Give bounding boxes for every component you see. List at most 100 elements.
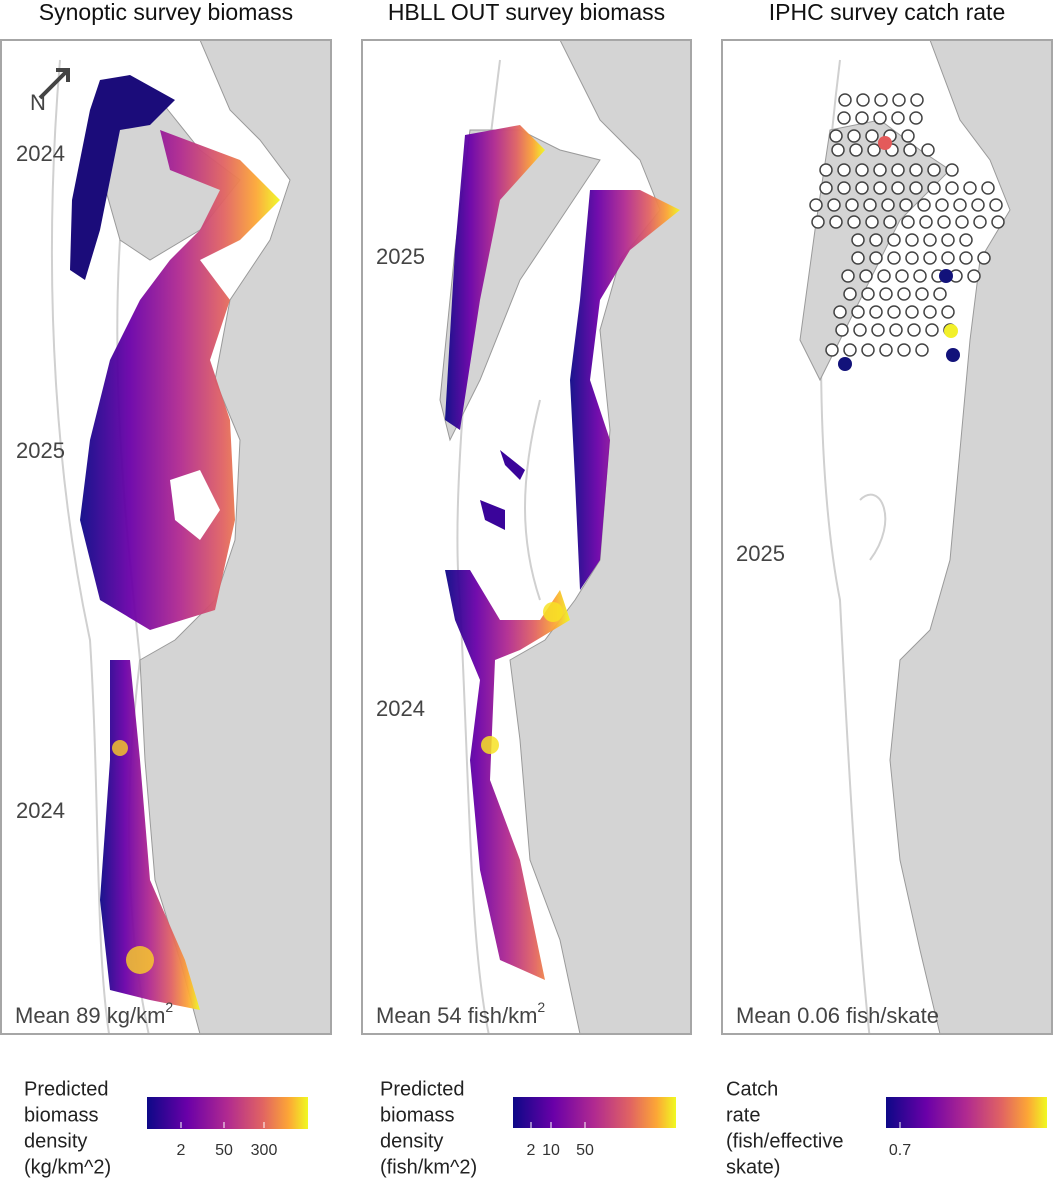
year-label: 2025 [16, 438, 65, 463]
station [829, 129, 843, 143]
station [909, 163, 923, 177]
map-panel-1 [38, 40, 331, 1034]
station [873, 163, 887, 177]
station [871, 323, 885, 337]
legend-tick-label: 50 [215, 1142, 233, 1159]
map-panel-2 [439, 40, 691, 1034]
panel-frame [0, 39, 332, 1035]
station [865, 215, 879, 229]
station [825, 343, 839, 357]
station [847, 129, 861, 143]
station [959, 251, 973, 265]
mean-label: Mean 89 kg/km2 [15, 999, 173, 1028]
mean-superscript: 2 [165, 999, 173, 1015]
station [927, 163, 941, 177]
legend-title: biomass [380, 1104, 454, 1126]
station [869, 233, 883, 247]
year-label: 2024 [16, 798, 65, 823]
station [895, 269, 909, 283]
station [925, 323, 939, 337]
station [971, 198, 985, 212]
station [851, 233, 865, 247]
station [863, 198, 877, 212]
station [887, 305, 901, 319]
station [937, 215, 951, 229]
station [891, 163, 905, 177]
station [903, 143, 917, 157]
station [989, 198, 1003, 212]
year-label: 2024 [16, 141, 65, 166]
station [923, 233, 937, 247]
station [838, 93, 852, 107]
legend-title: (kg/km^2) [24, 1156, 111, 1178]
colorbar [886, 1097, 1047, 1128]
station [873, 181, 887, 195]
colorbar [147, 1097, 308, 1129]
station [811, 215, 825, 229]
legend-title: density [24, 1130, 87, 1152]
panel-title: HBLL OUT survey biomass [388, 0, 665, 25]
station [953, 198, 967, 212]
station [869, 251, 883, 265]
station [910, 93, 924, 107]
mean-text: Mean 54 fish/km [376, 1003, 537, 1028]
legend-tick-label: 2 [177, 1142, 186, 1159]
station [913, 269, 927, 283]
legend-title: Predicted [380, 1078, 465, 1100]
station [827, 198, 841, 212]
station [889, 323, 903, 337]
station [899, 198, 913, 212]
station [853, 323, 867, 337]
mean-text: Mean 89 kg/km [15, 1003, 165, 1028]
legend-tick-label: 2 [527, 1142, 536, 1159]
legend-title: Catch [726, 1078, 778, 1100]
station [941, 251, 955, 265]
station [941, 233, 955, 247]
legend-tick-label: 300 [251, 1142, 278, 1159]
station [841, 269, 855, 283]
panel-frame [721, 39, 1053, 1035]
station [869, 305, 883, 319]
station [909, 111, 923, 125]
station [901, 129, 915, 143]
station [855, 111, 869, 125]
station [837, 163, 851, 177]
station [845, 198, 859, 212]
station [873, 111, 887, 125]
station [915, 287, 929, 301]
station [877, 269, 891, 283]
station [941, 305, 955, 319]
legend-title: skate) [726, 1156, 780, 1178]
station [977, 251, 991, 265]
station-highlight [946, 348, 960, 362]
station [905, 305, 919, 319]
mean-label: Mean 0.06 fish/skate [736, 1003, 939, 1028]
station-grid [809, 93, 1005, 371]
station [923, 305, 937, 319]
station [901, 215, 915, 229]
station [833, 305, 847, 319]
station-highlight [944, 324, 958, 338]
station [887, 251, 901, 265]
north-label: N [30, 90, 46, 115]
station [921, 143, 935, 157]
panel-title: IPHC survey catch rate [769, 0, 1005, 25]
station [865, 129, 879, 143]
legend-tick-label: 50 [576, 1142, 594, 1159]
station [991, 215, 1005, 229]
station [835, 323, 849, 337]
legend-tick-label: 10 [542, 1142, 560, 1159]
station [891, 181, 905, 195]
station [855, 163, 869, 177]
station [881, 198, 895, 212]
station [809, 198, 823, 212]
station [829, 215, 843, 229]
station-highlight [939, 269, 953, 283]
mean-text: Mean 0.06 fish/skate [736, 1003, 939, 1028]
legend-title: biomass [24, 1104, 98, 1126]
station [923, 251, 937, 265]
year-label: 2024 [376, 696, 425, 721]
station [879, 343, 893, 357]
station [945, 181, 959, 195]
year-label: 2025 [736, 541, 785, 566]
